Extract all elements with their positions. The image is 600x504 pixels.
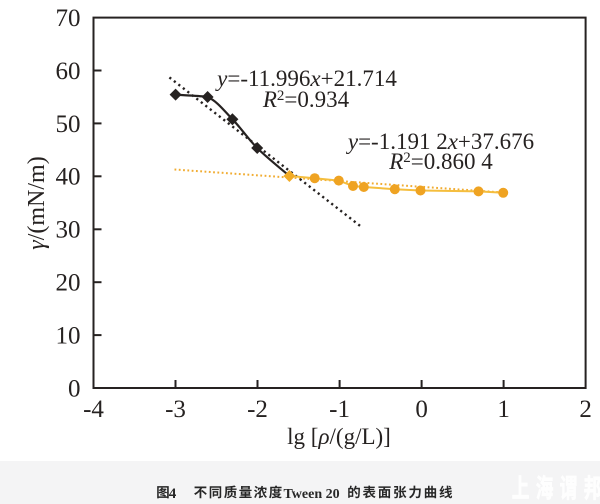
svg-text:y=-11.996x+21.714: y=-11.996x+21.714 — [215, 66, 397, 91]
svg-text:50: 50 — [56, 111, 81, 138]
svg-text:4: 4 — [169, 486, 177, 502]
svg-text:0: 0 — [68, 375, 81, 402]
svg-text:2: 2 — [579, 396, 592, 423]
svg-text:R2=0.934: R2=0.934 — [262, 87, 350, 112]
svg-text:20: 20 — [56, 270, 81, 297]
svg-text:Tween 20: Tween 20 — [284, 487, 340, 502]
svg-text:y=-1.191 2x+37.676: y=-1.191 2x+37.676 — [346, 129, 534, 154]
svg-text:γ/(mN/m): γ/(mN/m) — [24, 156, 50, 249]
svg-text:30: 30 — [56, 217, 81, 244]
svg-text:R2=0.860 4: R2=0.860 4 — [388, 149, 493, 174]
svg-text:70: 70 — [56, 5, 81, 32]
svg-text:1: 1 — [497, 396, 510, 423]
svg-text:-2: -2 — [247, 396, 268, 423]
svg-text:60: 60 — [56, 58, 81, 85]
svg-text:-3: -3 — [165, 396, 186, 423]
svg-text:-1: -1 — [329, 396, 350, 423]
svg-text:10: 10 — [56, 323, 81, 350]
svg-text:-4: -4 — [83, 396, 104, 423]
svg-text:0: 0 — [415, 396, 428, 423]
svg-text:lg [ρ/(g/L)]: lg [ρ/(g/L)] — [287, 424, 391, 449]
svg-text:40: 40 — [56, 164, 81, 191]
